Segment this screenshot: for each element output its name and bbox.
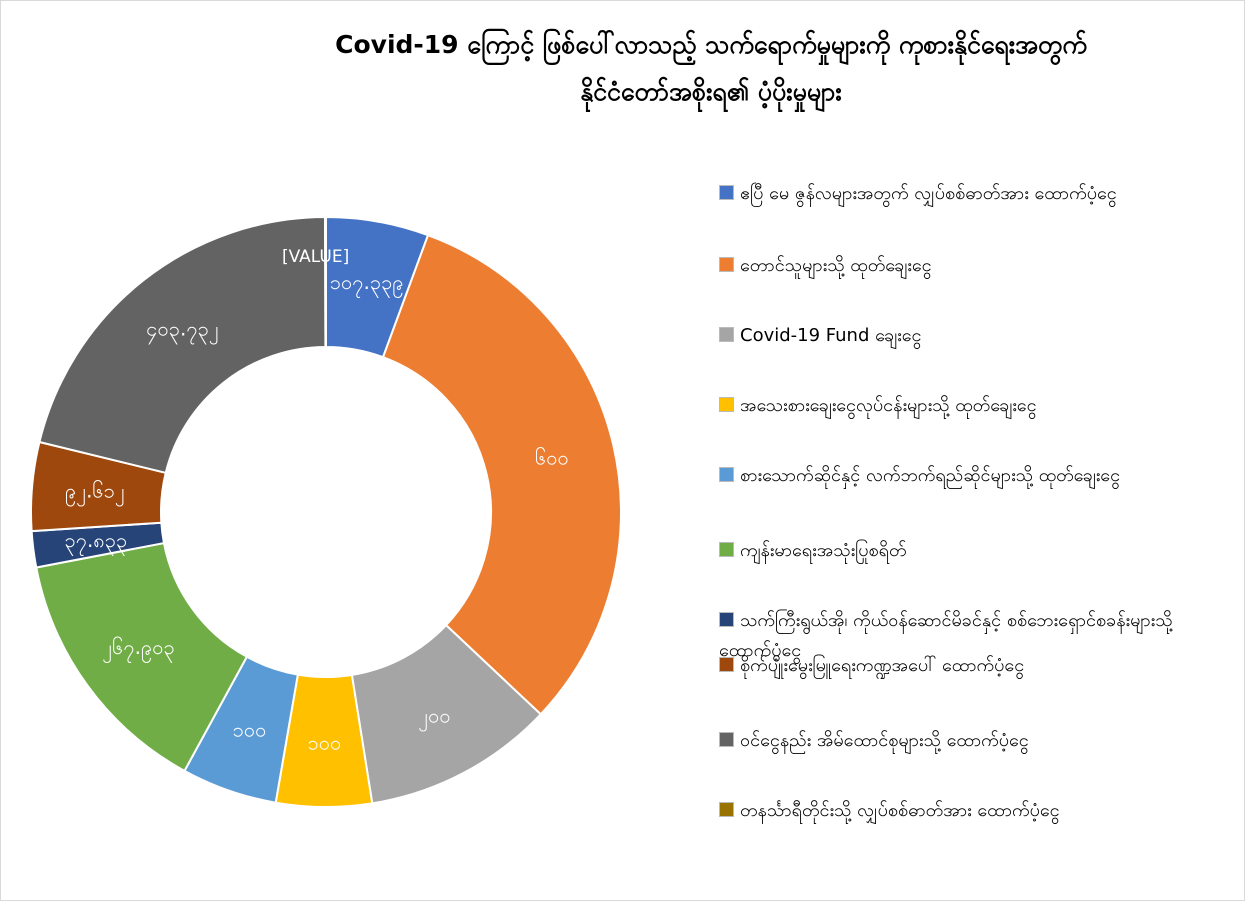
legend-swatch xyxy=(719,542,734,557)
legend-label: တောင်သူများသို့ ထုတ်ချေးငွေ xyxy=(740,255,932,276)
legend-label: စိုက်ပျိုးမွေးမြူရေးကဏ္ဍအပေါ် ထောက်ပံ့ငွ… xyxy=(740,655,1025,676)
legend-swatch xyxy=(719,467,734,482)
legend-item: Covid-19 Fund ချေးငွေ xyxy=(719,321,1189,351)
legend-label: ကျန်းမာရေးအသုံးပြုစရိတ် xyxy=(740,540,907,561)
data-label: ၁၀၇.၃၃၉ xyxy=(330,270,404,298)
legend-swatch xyxy=(719,185,734,200)
data-label: ၉၂.၆၁၂ xyxy=(65,478,125,506)
donut: ၁၀၇.၃၃၉၆၀၀၂၀၀၁၀၀၁၀၀၂၆၇.၉၀၃၃၇.၈၃၃၉၂.၆၁၂၄၀… xyxy=(30,215,622,808)
legend-label: စားသောက်ဆိုင်နှင့် လက်ဘက်ရည်ဆိုင်များသို… xyxy=(740,465,1121,486)
data-label: ၆၀၀ xyxy=(535,445,569,469)
legend-swatch xyxy=(719,397,734,412)
chart-title: နိုင်ငံတော်အစိုးရ၏ ပံ့ပိုးမှုများ xyxy=(580,77,842,106)
data-label: ၄၀၃.၇၃၂ xyxy=(146,316,218,344)
legend-item: ဝင်ငွေနည်း အိမ်ထောင်စုများသို့ ထောက်ပံ့င… xyxy=(719,726,1189,756)
legend-item: ကျန်းမာရေးအသုံးပြုစရိတ် xyxy=(719,536,1189,566)
data-label: [VALUE] xyxy=(282,247,349,267)
legend-item: စားသောက်ဆိုင်နှင့် လက်ဘက်ရည်ဆိုင်များသို… xyxy=(719,461,1189,491)
legend-item: ဧပြီ မေ ဇွန်လများအတွက် လျှပ်စစ်ဓာတ်အား ထ… xyxy=(719,179,1189,209)
donut-segment xyxy=(38,215,327,475)
legend-label: တနင်္သာရီတိုင်းသို့ လျှပ်စစ်ဓာတ်အား ထောက… xyxy=(740,800,1060,821)
legend-label: အသေးစားချေးငွေလုပ်ငန်းများသို့ ထုတ်ချေးင… xyxy=(740,395,1037,416)
data-label: ၃၇.၈၃၃ xyxy=(64,528,127,556)
legend-item: သက်ကြီးရွယ်အို၊ ကိုယ်ဝန်ဆောင်မိခင်နှင့် … xyxy=(719,606,1189,666)
legend-label: Covid-19 Fund ချေးငွေ xyxy=(740,325,922,346)
legend-label: ဧပြီ မေ ဇွန်လများအတွက် လျှပ်စစ်ဓာတ်အား ထ… xyxy=(740,183,1117,204)
data-label: ၁၀၀ xyxy=(308,730,342,754)
chart-title: Covid-19 ကြောင့် ဖြစ်ပေါ်လာသည့် သက်ရောက်… xyxy=(335,30,1087,59)
legend-swatch xyxy=(719,732,734,747)
donut-segment xyxy=(35,541,249,773)
legend-label: ဝင်ငွေနည်း အိမ်ထောင်စုများသို့ ထောက်ပံ့င… xyxy=(740,730,1029,751)
legend-swatch xyxy=(719,327,734,342)
legend-swatch xyxy=(719,257,734,272)
legend-swatch xyxy=(719,802,734,817)
data-label: ၂၆၇.၉၀၃ xyxy=(102,635,174,663)
legend-swatch xyxy=(719,612,734,627)
legend-swatch xyxy=(719,657,734,672)
donut-segment xyxy=(324,215,327,349)
legend-item: တနင်္သာရီတိုင်းသို့ လျှပ်စစ်ဓာတ်အား ထောက… xyxy=(719,796,1189,826)
data-label: ၂၀၀ xyxy=(418,704,450,732)
donut-segment xyxy=(381,233,622,716)
legend-label: သက်ကြီးရွယ်အို၊ ကိုယ်ဝန်ဆောင်မိခင်နှင့် … xyxy=(719,610,1173,661)
legend-item: အသေးစားချေးငွေလုပ်ငန်းများသို့ ထုတ်ချေးင… xyxy=(719,391,1189,421)
data-label: ၁၀၀ xyxy=(233,718,267,742)
legend-item: စိုက်ပျိုးမွေးမြူရေးကဏ္ဍအပေါ် ထောက်ပံ့ငွ… xyxy=(719,651,1189,681)
legend-item: တောင်သူများသို့ ထုတ်ချေးငွေ xyxy=(719,251,1189,281)
